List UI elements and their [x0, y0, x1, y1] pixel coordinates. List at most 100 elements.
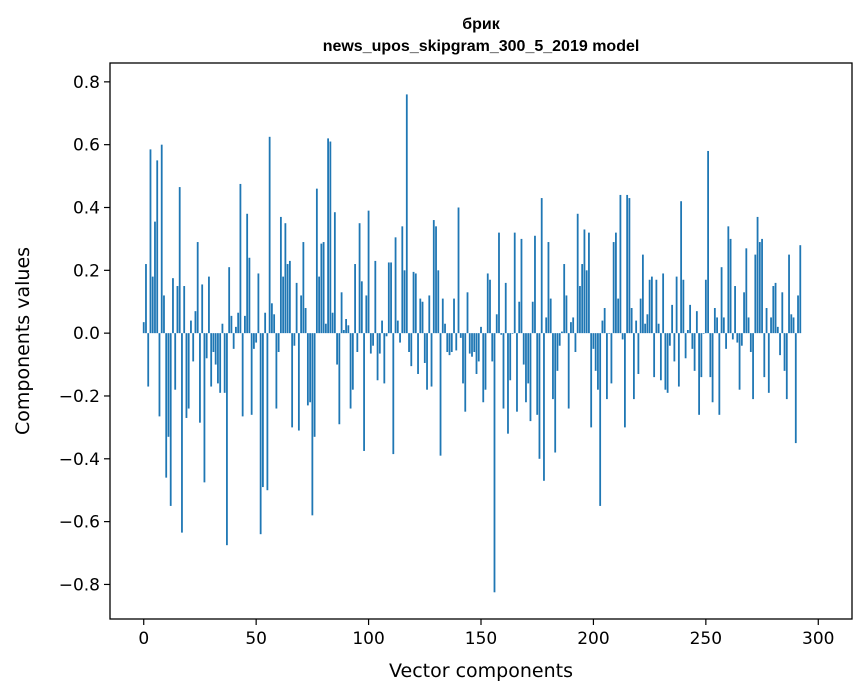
x-tick-label: 250 — [690, 629, 722, 649]
bar — [190, 320, 192, 334]
bar — [268, 136, 271, 334]
bar — [178, 187, 181, 334]
bar — [423, 333, 426, 363]
bar — [156, 160, 159, 334]
bar — [704, 279, 707, 334]
bar — [448, 333, 451, 356]
bar — [552, 333, 554, 400]
bar — [149, 149, 152, 334]
bar — [599, 333, 602, 506]
bar — [664, 333, 667, 390]
bar — [383, 333, 386, 384]
bar — [716, 317, 718, 334]
bar — [342, 330, 345, 334]
bar — [214, 333, 217, 365]
bar — [273, 314, 276, 334]
x-tick-label: 100 — [352, 629, 384, 649]
bar — [430, 333, 433, 387]
bar — [239, 183, 242, 334]
bar — [624, 333, 626, 428]
bar — [630, 308, 633, 334]
bar — [761, 238, 763, 334]
bar — [261, 333, 264, 488]
bar — [205, 333, 208, 359]
bar — [401, 226, 404, 334]
bar — [145, 264, 147, 334]
bar — [502, 333, 505, 409]
y-tick-label: 0.2 — [73, 261, 100, 281]
bar — [333, 212, 336, 334]
bar — [774, 282, 777, 334]
bar — [302, 242, 305, 334]
bar — [174, 333, 177, 390]
bar — [511, 333, 514, 334]
bar — [482, 333, 485, 403]
bar — [543, 333, 545, 481]
bar — [235, 326, 237, 334]
bar — [718, 333, 721, 415]
bar — [183, 286, 186, 334]
x-tick-label: 150 — [465, 629, 497, 649]
bar — [253, 333, 255, 349]
bar — [417, 333, 419, 374]
bar — [297, 333, 300, 431]
bar — [752, 333, 754, 400]
bar — [758, 242, 761, 334]
bar — [210, 333, 213, 387]
bar — [464, 333, 467, 412]
bar — [594, 333, 597, 371]
bar — [392, 333, 395, 455]
bar — [288, 260, 291, 334]
bar — [783, 333, 786, 371]
bar — [221, 323, 224, 334]
bar — [516, 333, 518, 412]
bar — [689, 304, 692, 334]
bar — [480, 326, 482, 334]
bar — [558, 333, 561, 346]
bar — [408, 333, 410, 352]
bar — [228, 267, 231, 334]
bar — [585, 270, 588, 334]
bar — [486, 273, 489, 334]
bar — [617, 298, 620, 334]
bar — [520, 238, 523, 334]
bar — [529, 333, 532, 422]
bar — [349, 333, 352, 409]
bar — [695, 311, 698, 334]
bar — [644, 323, 647, 334]
bar — [668, 333, 671, 346]
bar — [659, 333, 662, 381]
bar — [722, 317, 725, 334]
bar — [432, 220, 435, 334]
chart-title: брик news_upos_skipgram_300_5_2019 model — [323, 16, 640, 55]
bar — [770, 317, 772, 334]
bar — [711, 333, 714, 403]
bar — [223, 333, 226, 393]
bar — [554, 333, 557, 453]
bar — [365, 295, 368, 334]
bar — [396, 320, 399, 334]
bar — [637, 333, 640, 374]
bar — [484, 333, 487, 390]
bar — [473, 333, 476, 352]
bar — [536, 333, 539, 415]
bar — [331, 312, 334, 334]
y-axis-ticks: −0.8 −0.6 −0.4 −0.2 0.0 0.2 0.4 0.6 0.8 — [59, 73, 110, 595]
bar — [403, 270, 406, 334]
bar — [603, 308, 606, 334]
bar — [745, 248, 748, 334]
y-tick-label: 0.0 — [73, 324, 100, 344]
bar — [727, 226, 730, 334]
bar — [250, 333, 253, 415]
bar — [635, 320, 638, 334]
bar — [410, 333, 413, 367]
bar — [799, 245, 802, 334]
bar — [572, 317, 575, 334]
bar — [363, 333, 365, 451]
bar — [147, 333, 150, 387]
bar — [646, 314, 649, 334]
bar — [246, 213, 249, 334]
bar — [608, 333, 611, 334]
bar — [531, 301, 534, 334]
bar — [176, 286, 179, 334]
